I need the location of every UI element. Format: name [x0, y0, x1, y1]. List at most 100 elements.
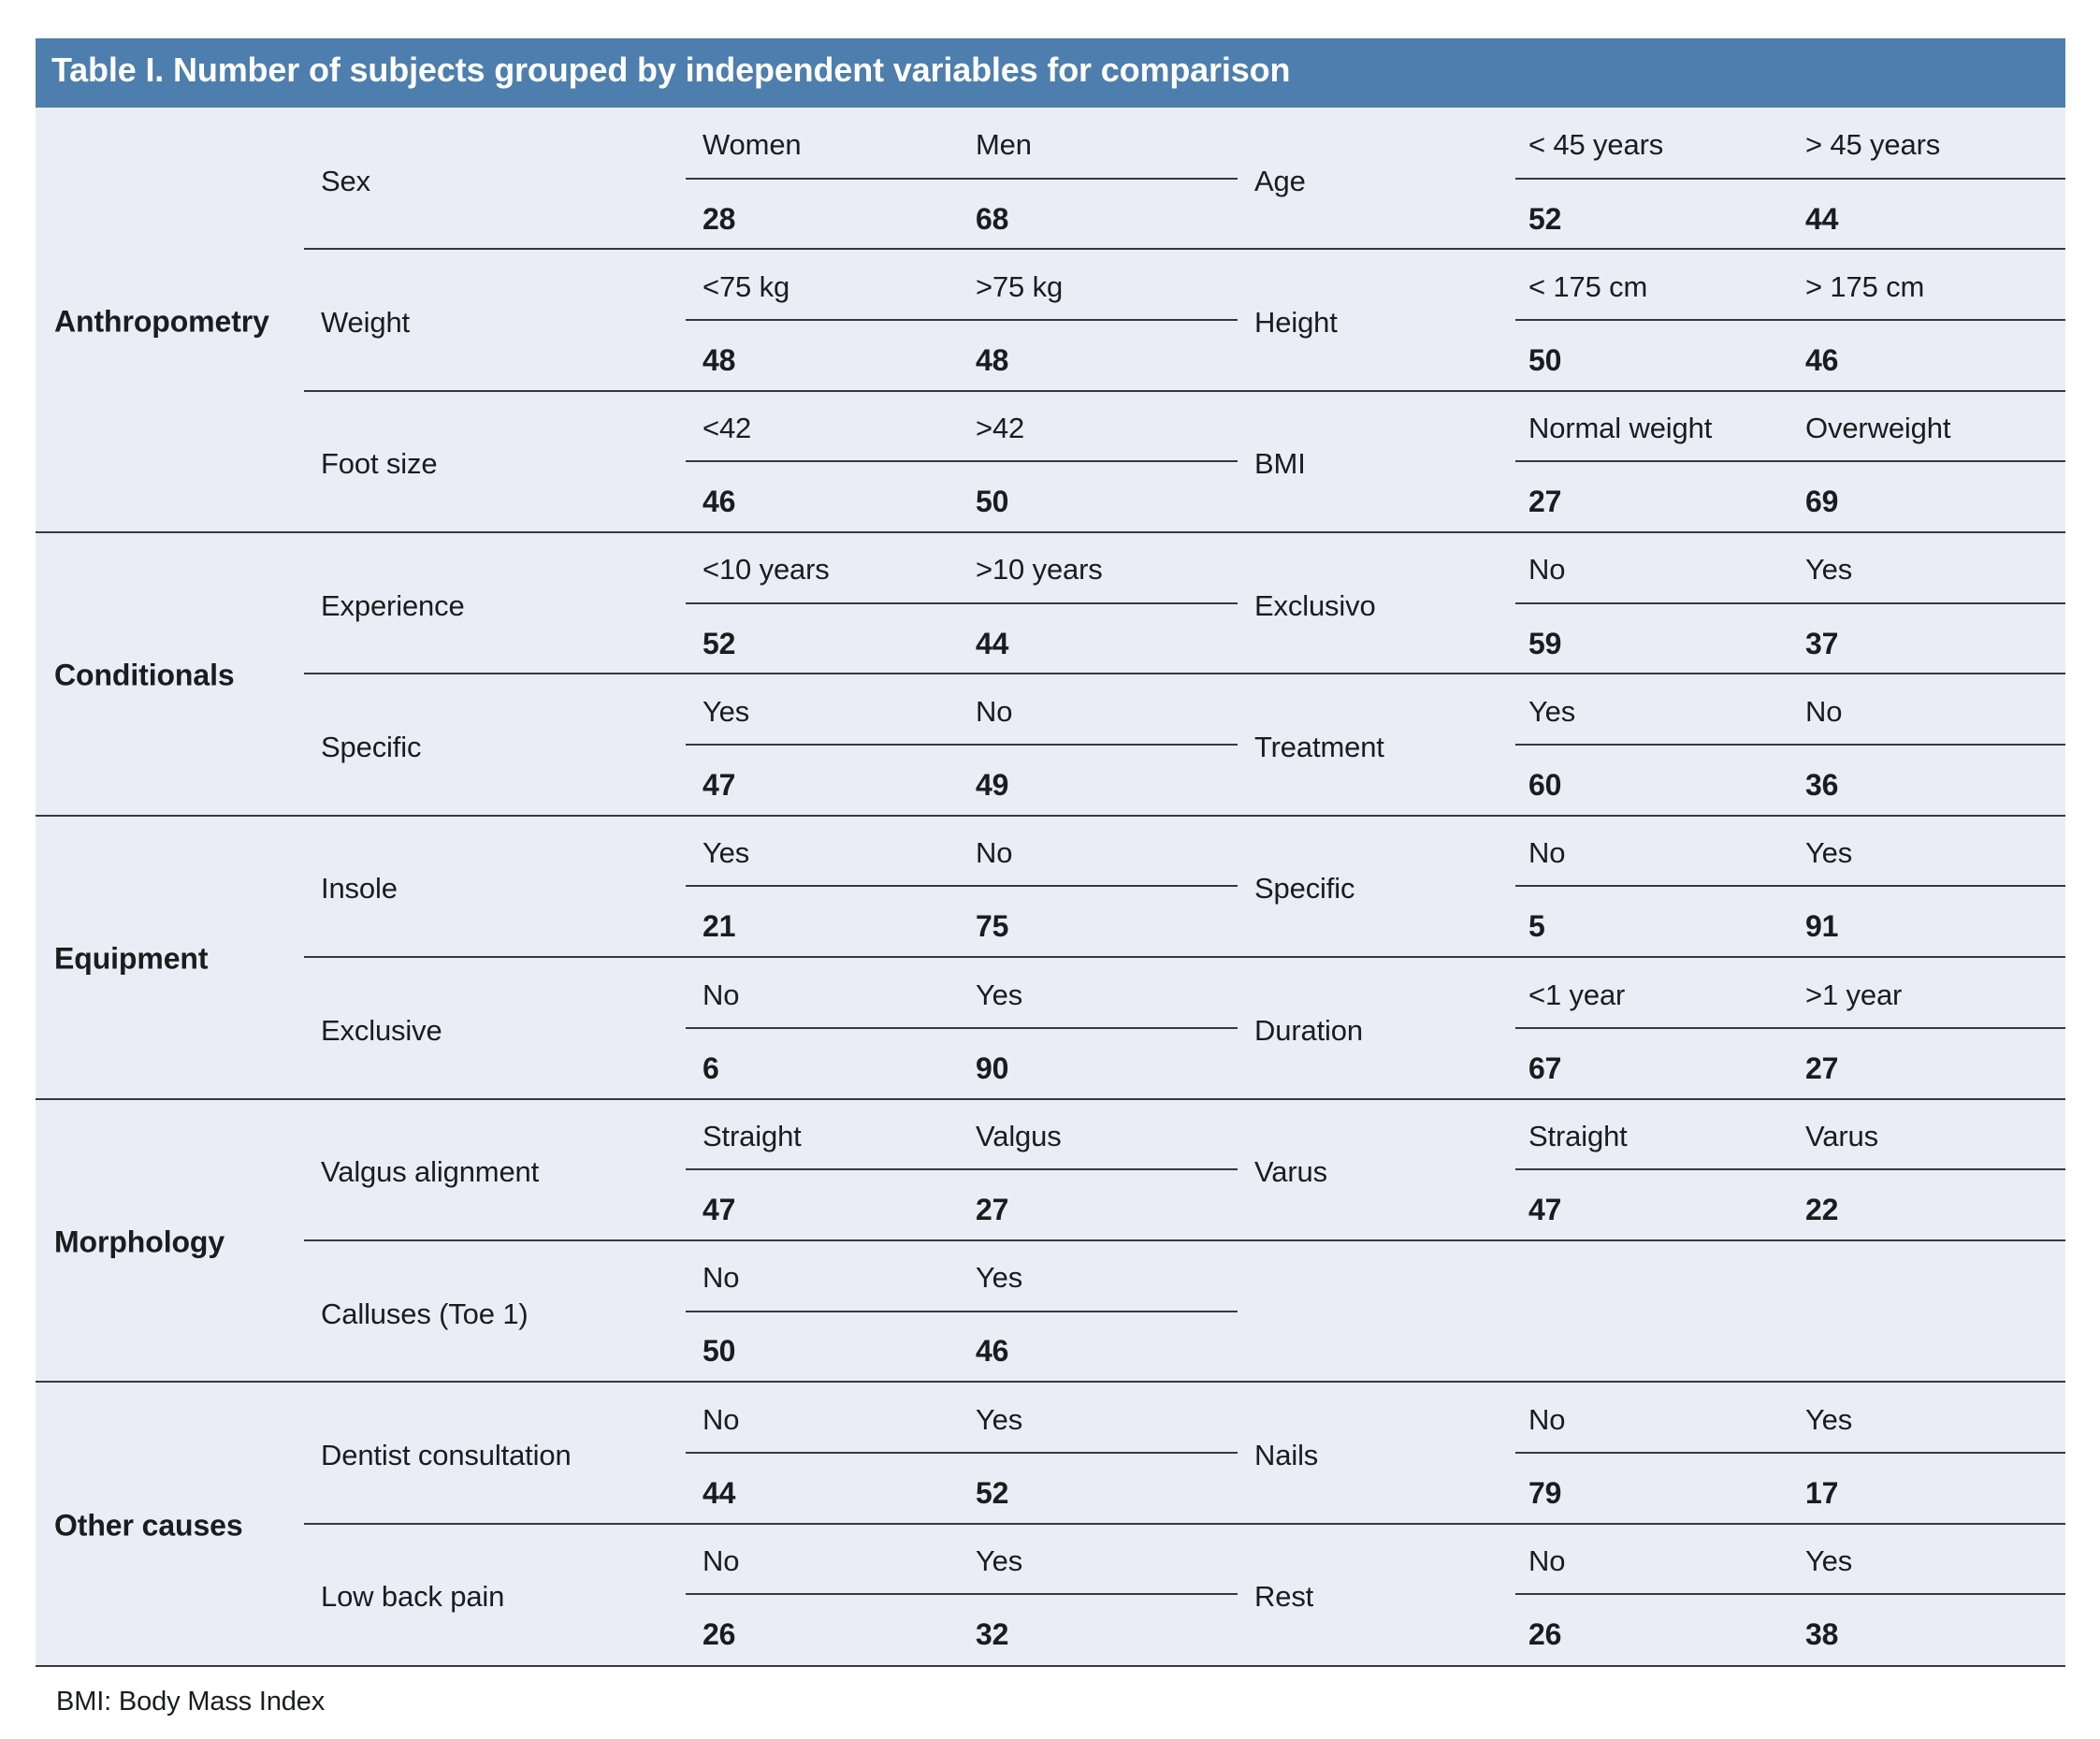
- count-value: 26: [702, 1617, 736, 1652]
- count-value: 22: [1805, 1193, 1839, 1227]
- category-label: > 175 cm: [1805, 269, 1925, 303]
- count-value: 75: [976, 909, 1009, 944]
- category-label: Normal weight: [1528, 412, 1713, 445]
- count-value: 68: [976, 201, 1009, 236]
- category-label: Men: [976, 128, 1032, 162]
- variable-label: Age: [1254, 164, 1306, 197]
- group-label-equipment: Equipment: [54, 941, 209, 976]
- count-values: 52 44: [686, 604, 1238, 674]
- variable-label: Foot size: [321, 447, 438, 481]
- count-value: 79: [1528, 1475, 1562, 1510]
- category-label: No: [1528, 1543, 1566, 1577]
- category-labels: Straight Valgus: [686, 1099, 1238, 1169]
- category-label: Yes: [976, 1543, 1023, 1577]
- divider-line: [686, 177, 1238, 180]
- group-separator-line: [36, 814, 2065, 817]
- divider-line: [686, 1451, 1238, 1454]
- variable-label: Varus: [1254, 1155, 1327, 1189]
- category-label: Yes: [1528, 694, 1576, 728]
- variable-label: Experience: [321, 588, 465, 622]
- table-bottom-line: [36, 1665, 2065, 1667]
- value-pair-left: Women Men 28 68: [686, 108, 1238, 249]
- category-labels: Yes No: [1515, 674, 2065, 744]
- count-value: 27: [1528, 485, 1562, 519]
- table-body: Anthropometry Sex Women Men 28 68 Age < …: [36, 108, 2065, 1667]
- divider-line: [686, 1026, 1238, 1029]
- category-label: Yes: [702, 694, 750, 728]
- count-values: 60 36: [1515, 746, 2065, 816]
- category-label: Yes: [976, 1402, 1023, 1436]
- count-values: 21 75: [686, 887, 1238, 957]
- table-group-conditionals: Conditionals Experience <10 years >10 ye…: [36, 531, 2065, 816]
- count-value: 44: [976, 626, 1009, 660]
- value-pair-right: No Yes 59 37: [1515, 532, 2065, 674]
- count-values: 67 27: [1515, 1029, 2065, 1099]
- count-values: 26 32: [686, 1595, 1238, 1665]
- value-pair-right: <1 year >1 year 67 27: [1515, 957, 2065, 1098]
- table-group-morphology: Morphology Valgus alignment Straight Val…: [36, 1097, 2065, 1383]
- table-row-experience: Experience <10 years >10 years 52 44 Exc…: [36, 532, 2065, 674]
- variable-label: Calluses (Toe 1): [321, 1297, 529, 1330]
- subjects-table: Table I. Number of subjects grouped by i…: [36, 38, 2065, 1667]
- count-values: 46 50: [686, 462, 1238, 532]
- count-value: 52: [1528, 201, 1562, 236]
- value-pair-right: Straight Varus 47 22: [1515, 1099, 2065, 1240]
- category-labels: No Yes: [686, 1240, 1238, 1311]
- table-row-specific: Specific Yes No 47 49 Treatment Yes No: [36, 674, 2065, 815]
- count-value: 50: [976, 485, 1009, 519]
- divider-line: [1515, 460, 2065, 463]
- category-label: >75 kg: [976, 269, 1064, 303]
- table-row-insole: Insole Yes No 21 75 Specific No Yes: [36, 816, 2065, 957]
- variable-label: Exclusive: [321, 1013, 442, 1047]
- table-row-sex: Sex Women Men 28 68 Age < 45 years > 45 …: [36, 108, 2065, 249]
- category-label: No: [1528, 1402, 1566, 1436]
- variable-label: Height: [1254, 306, 1338, 340]
- divider-line: [1515, 1026, 2065, 1029]
- count-value: 50: [702, 1334, 736, 1369]
- category-labels: Straight Varus: [1515, 1099, 2065, 1169]
- divider-line: [686, 460, 1238, 463]
- count-values: 59 37: [1515, 604, 2065, 674]
- count-value: 44: [702, 1475, 736, 1510]
- count-value: 47: [702, 767, 736, 802]
- category-label: No: [1528, 553, 1566, 587]
- table-group-other-causes: Other causes Dentist consultation No Yes…: [36, 1381, 2065, 1665]
- count-values: 5 91: [1515, 887, 2065, 957]
- count-values: 48 48: [686, 321, 1238, 391]
- category-label: Overweight: [1805, 412, 1951, 445]
- category-label: No: [1805, 694, 1843, 728]
- divider-line: [686, 885, 1238, 888]
- table-row-dentist-consultation: Dentist consultation No Yes 44 52 Nails …: [36, 1382, 2065, 1523]
- count-value: 50: [1528, 342, 1562, 377]
- count-value: 37: [1805, 626, 1839, 660]
- value-pair-left: Straight Valgus 47 27: [686, 1099, 1238, 1240]
- count-value: 49: [976, 767, 1009, 802]
- table-row-exclusive: Exclusive No Yes 6 90 Duration <1 year >…: [36, 957, 2065, 1098]
- variable-label: Specific: [321, 731, 422, 764]
- category-labels: No Yes: [1515, 1524, 2065, 1594]
- category-label: >10 years: [976, 553, 1103, 587]
- group-label-conditionals: Conditionals: [54, 658, 235, 692]
- count-value: 28: [702, 201, 736, 236]
- category-labels: Women Men: [686, 108, 1238, 178]
- variable-label: Exclusivo: [1254, 588, 1376, 622]
- value-pair-right: < 45 years > 45 years 52 44: [1515, 108, 2065, 249]
- divider-line: [1515, 319, 2065, 322]
- divider-line: [1515, 601, 2065, 604]
- count-value: 48: [702, 342, 736, 377]
- table-footnote: BMI: Body Mass Index: [56, 1687, 326, 1717]
- count-values: 27 69: [1515, 462, 2065, 532]
- category-label: No: [976, 694, 1013, 728]
- category-label: No: [976, 836, 1013, 870]
- variable-label: Insole: [321, 872, 398, 906]
- value-pair-left: <75 kg >75 kg 48 48: [686, 249, 1238, 390]
- table-row-foot-size: Foot size <42 >42 46 50 BMI Normal weigh…: [36, 391, 2065, 532]
- variable-label: Valgus alignment: [321, 1155, 540, 1189]
- variable-label: Low back pain: [321, 1580, 505, 1614]
- count-values: 52 44: [1515, 180, 2065, 250]
- category-label: Yes: [976, 1261, 1023, 1295]
- count-value: 38: [1805, 1617, 1839, 1652]
- group-label-morphology: Morphology: [54, 1225, 225, 1259]
- value-pair-left: No Yes 26 32: [686, 1524, 1238, 1665]
- count-values: 47 27: [686, 1170, 1238, 1240]
